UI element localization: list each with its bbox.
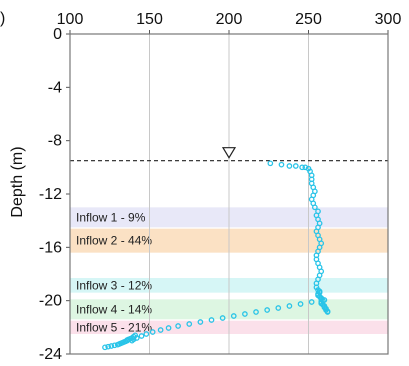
data-point	[299, 164, 305, 171]
vertical-gridlines	[149, 34, 309, 354]
data-point	[278, 161, 285, 168]
data-point	[186, 321, 193, 327]
data-point	[312, 204, 318, 211]
inflow-label-5: Inflow 5 - 21%	[76, 320, 152, 334]
plot-frame	[69, 33, 389, 355]
water-level	[70, 147, 388, 162]
x-tick-label: 250	[295, 11, 322, 28]
inflow-label-2: Inflow 2 - 44%	[76, 234, 152, 248]
x-tick-label: 150	[136, 11, 163, 28]
panel-letter: )	[0, 10, 5, 27]
x-tick-label: 100	[57, 11, 84, 28]
data-point	[138, 333, 145, 339]
data-point	[102, 344, 108, 351]
data-point	[253, 309, 259, 315]
y-tick-label: 0	[53, 26, 62, 43]
data-series	[102, 160, 331, 351]
data-point	[297, 301, 304, 307]
data-point	[208, 317, 215, 323]
data-point	[286, 303, 293, 309]
data-point	[321, 297, 328, 303]
y-axis-ticks: 0 -4 -8 -12 -16 -20 -24	[39, 26, 70, 363]
data-point	[264, 307, 271, 313]
x-tick-label: 200	[216, 11, 243, 28]
inflow-label-3: Inflow 3 - 12%	[76, 278, 152, 292]
inflow-label-4: Inflow 4 - 14%	[76, 302, 152, 316]
y-tick-label: -24	[39, 346, 62, 363]
data-point	[175, 323, 181, 329]
data-point	[219, 315, 226, 321]
x-axis-ticks: 100 150 200 250 300	[57, 11, 402, 34]
y-tick-label: -8	[48, 133, 62, 150]
data-point	[157, 327, 164, 333]
data-point	[286, 163, 293, 169]
data-point	[308, 299, 315, 305]
water-level-marker-icon	[221, 147, 237, 159]
data-point	[105, 343, 112, 350]
data-point	[324, 309, 331, 315]
data-point	[230, 313, 237, 319]
data-point	[242, 311, 248, 317]
y-tick-label: -20	[39, 293, 62, 310]
data-point	[149, 329, 156, 335]
inflow-label-1: Inflow 1 - 9%	[76, 210, 146, 224]
data-point	[275, 305, 282, 311]
data-point	[108, 343, 115, 349]
x-tick-label: 300	[375, 11, 402, 28]
data-point	[111, 342, 118, 349]
data-point	[197, 319, 204, 325]
data-point	[114, 341, 121, 348]
data-point	[292, 163, 299, 169]
y-tick-label: -16	[39, 239, 62, 256]
y-tick-label: -12	[39, 186, 62, 203]
data-point	[165, 325, 172, 331]
data-point	[143, 331, 150, 337]
data-point	[267, 160, 274, 167]
y-axis-title: Depth (m)	[9, 146, 26, 217]
y-tick-label: -4	[48, 79, 62, 96]
